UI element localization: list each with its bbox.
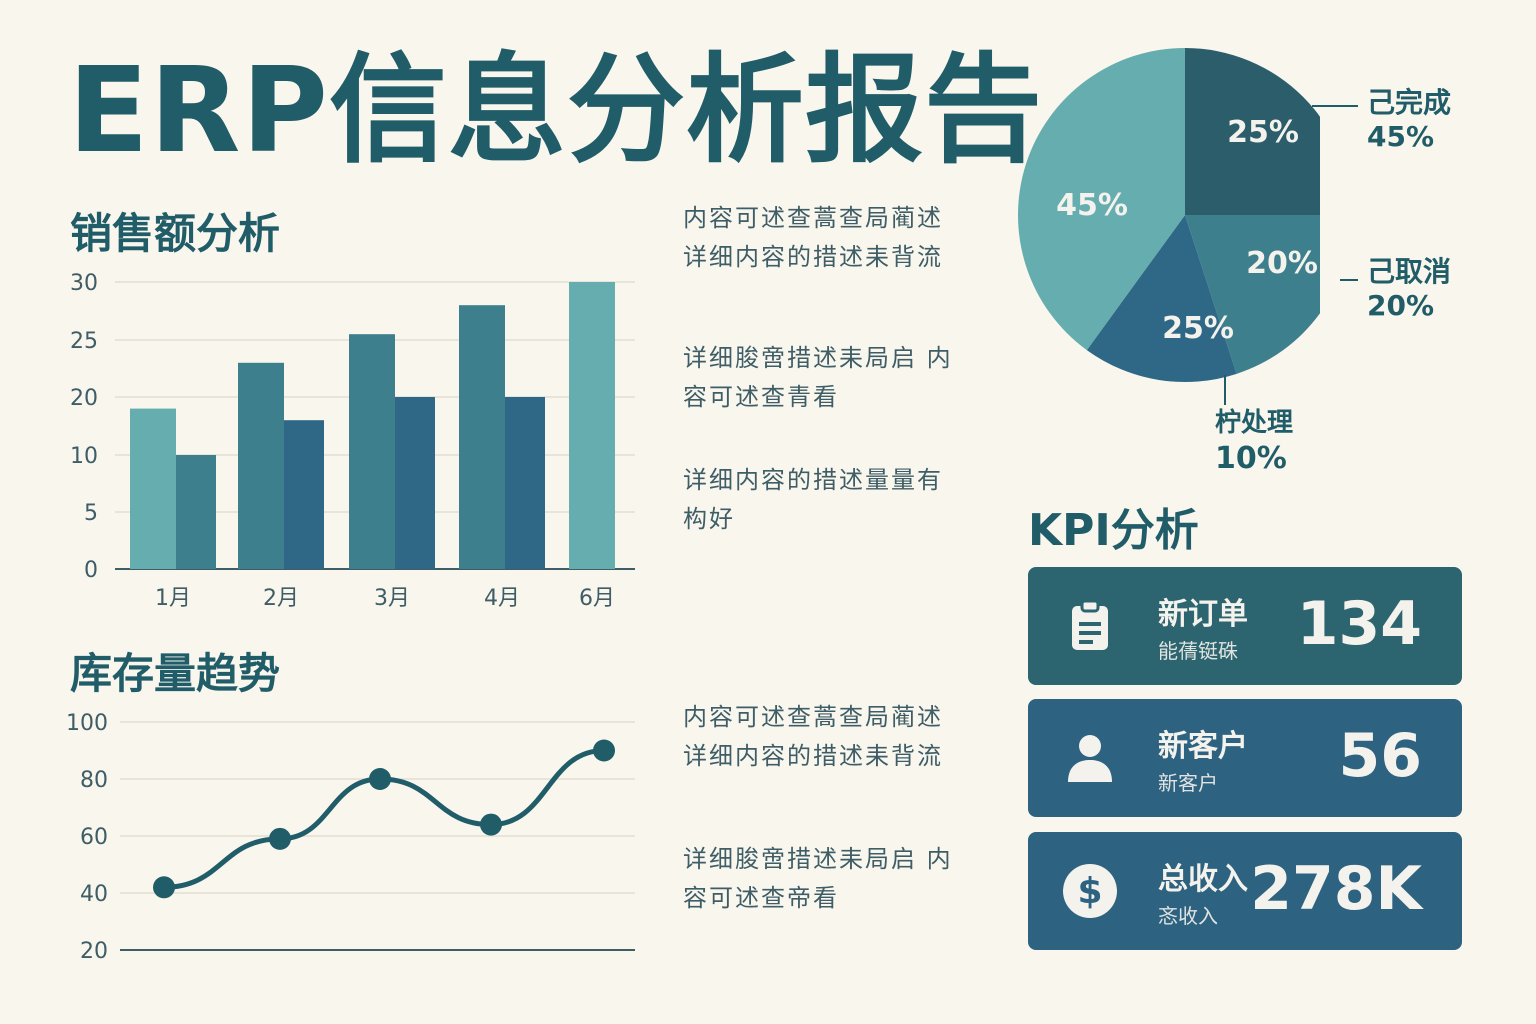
pie-slice (1185, 48, 1320, 215)
clipboard-icon (1072, 599, 1108, 650)
pie-slice-label: 25% (1227, 115, 1299, 150)
data-point (480, 813, 502, 836)
data-point (153, 876, 175, 899)
bar (238, 362, 284, 569)
x-tick-label: 4月 (484, 586, 520, 611)
kpi-card-total-revenue[interactable]: $ 总收入 忞收入 278K (1028, 832, 1462, 950)
pie-slice-label: 20% (1246, 246, 1318, 281)
y-tick-label: 20 (80, 939, 108, 964)
description-line: 容可述查青看 (683, 383, 839, 411)
kpi-sublabel: 忞收入 (1158, 904, 1218, 928)
bar (130, 408, 176, 569)
pie-callout-line-bottom (1224, 375, 1226, 405)
description-line: 内容可述查蒿查局蔺述 (683, 703, 943, 731)
bar (284, 420, 324, 569)
page-title: ERP信息分析报告 (68, 41, 1043, 179)
pie-callout-value: 20% (1367, 289, 1435, 322)
x-tick-label: 2月 (263, 586, 299, 611)
description-line: 详细朘啻措述耒局启 内 (683, 344, 953, 372)
bar (395, 397, 435, 569)
description-block-1: 内容可述查蒿查局蔺述 详细内容的措述耒背流 (683, 199, 958, 277)
pie-callout-pending: 柠处理 10% (1215, 405, 1293, 477)
pie-callout-lines (1312, 105, 1358, 281)
pie-slice-label: 45% (1056, 188, 1128, 223)
description-line: 构好 (683, 505, 735, 533)
kpi-value: 56 (1338, 721, 1423, 791)
pie-callout-value: 10% (1215, 441, 1287, 476)
data-point (369, 768, 391, 790)
y-tick-label: 10 (70, 444, 98, 469)
x-tick-label: 6月 (579, 586, 615, 611)
kpi-label: 新订单 (1158, 597, 1248, 632)
data-point (269, 827, 291, 850)
y-tick-label: 60 (80, 825, 108, 850)
bar (505, 397, 545, 569)
description-line: 详细内容的措述耒背流 (683, 243, 943, 271)
y-tick-label: 20 (70, 386, 98, 411)
description-line: 容可述查帝看 (683, 884, 839, 912)
x-tick-label: 1月 (155, 586, 191, 611)
pie-callout-label: 己取消 (1367, 255, 1452, 288)
y-tick-label: 40 (80, 882, 108, 907)
user-icon (1068, 735, 1112, 782)
y-tick-label: 5 (84, 501, 98, 526)
bar (569, 282, 615, 569)
kpi-label: 新客户 (1158, 729, 1248, 764)
description-line: 内容可述查蒿查局蔺述 (683, 204, 943, 232)
y-tick-label: 0 (84, 558, 98, 583)
description-line: 详细内容的措述耒背流 (683, 742, 943, 770)
description-line: 详细内容的措述量量有 (683, 466, 943, 494)
pie-callout-label: 己完成 (1367, 86, 1452, 119)
description-block-2: 详细朘啻措述耒局启 内 容可述查青看 (683, 339, 958, 417)
data-point (593, 739, 615, 762)
description-block-4: 内容可述查蒿查局蔺述 详细内容的措述耒背流 (683, 698, 958, 776)
kpi-card-new-customers[interactable]: 新客户 新客户 56 (1028, 699, 1462, 817)
pie-slice (1018, 48, 1185, 351)
pie-slice (1086, 215, 1237, 382)
pie-slice-label: 25% (1162, 311, 1234, 346)
inventory-line-chart: 20 40 60 80 100 (66, 711, 635, 964)
bar (176, 455, 216, 569)
sales-bar-chart: 0 5 10 20 25 30 1月 2月 3月 4月 6月 (70, 271, 635, 611)
pie-callout-completed: 己完成 45% (1367, 86, 1451, 154)
bar (459, 305, 505, 569)
pie-callout-cancelled: 己取消 20% (1367, 255, 1451, 323)
pie-slice (1185, 215, 1320, 374)
svg-text:$: $ (1077, 871, 1102, 912)
bar (349, 334, 395, 569)
kpi-section-title: KPI分析 (1028, 505, 1199, 556)
kpi-card-new-orders[interactable]: 新订单 能蒨铤硃 134 (1028, 567, 1462, 685)
status-pie-chart: 25% 20% 25% 45% (1018, 48, 1320, 382)
description-line: 详细朘啻措述耒局启 内 (683, 845, 953, 873)
description-block-5: 详细朘啻措述耒局启 内 容可述查帝看 (683, 840, 958, 918)
y-tick-label: 100 (66, 711, 108, 736)
sales-section-title: 销售额分析 (70, 209, 281, 258)
kpi-label: 总收入 (1158, 862, 1248, 897)
y-tick-label: 80 (80, 768, 108, 793)
description-block-3: 详细内容的措述量量有 构好 (683, 461, 958, 539)
pie-callout-label: 柠处理 (1215, 408, 1294, 438)
pie-callout-value: 45% (1367, 120, 1435, 153)
kpi-value: 278K (1250, 854, 1422, 924)
y-tick-label: 25 (70, 329, 98, 354)
kpi-sublabel: 能蒨铤硃 (1158, 639, 1238, 663)
dollar-icon: $ (1063, 864, 1117, 918)
inventory-section-title: 库存量趋势 (70, 649, 281, 698)
kpi-value: 134 (1296, 589, 1422, 659)
y-tick-label: 30 (70, 271, 98, 296)
x-tick-label: 3月 (374, 586, 410, 611)
kpi-sublabel: 新客户 (1158, 771, 1218, 795)
